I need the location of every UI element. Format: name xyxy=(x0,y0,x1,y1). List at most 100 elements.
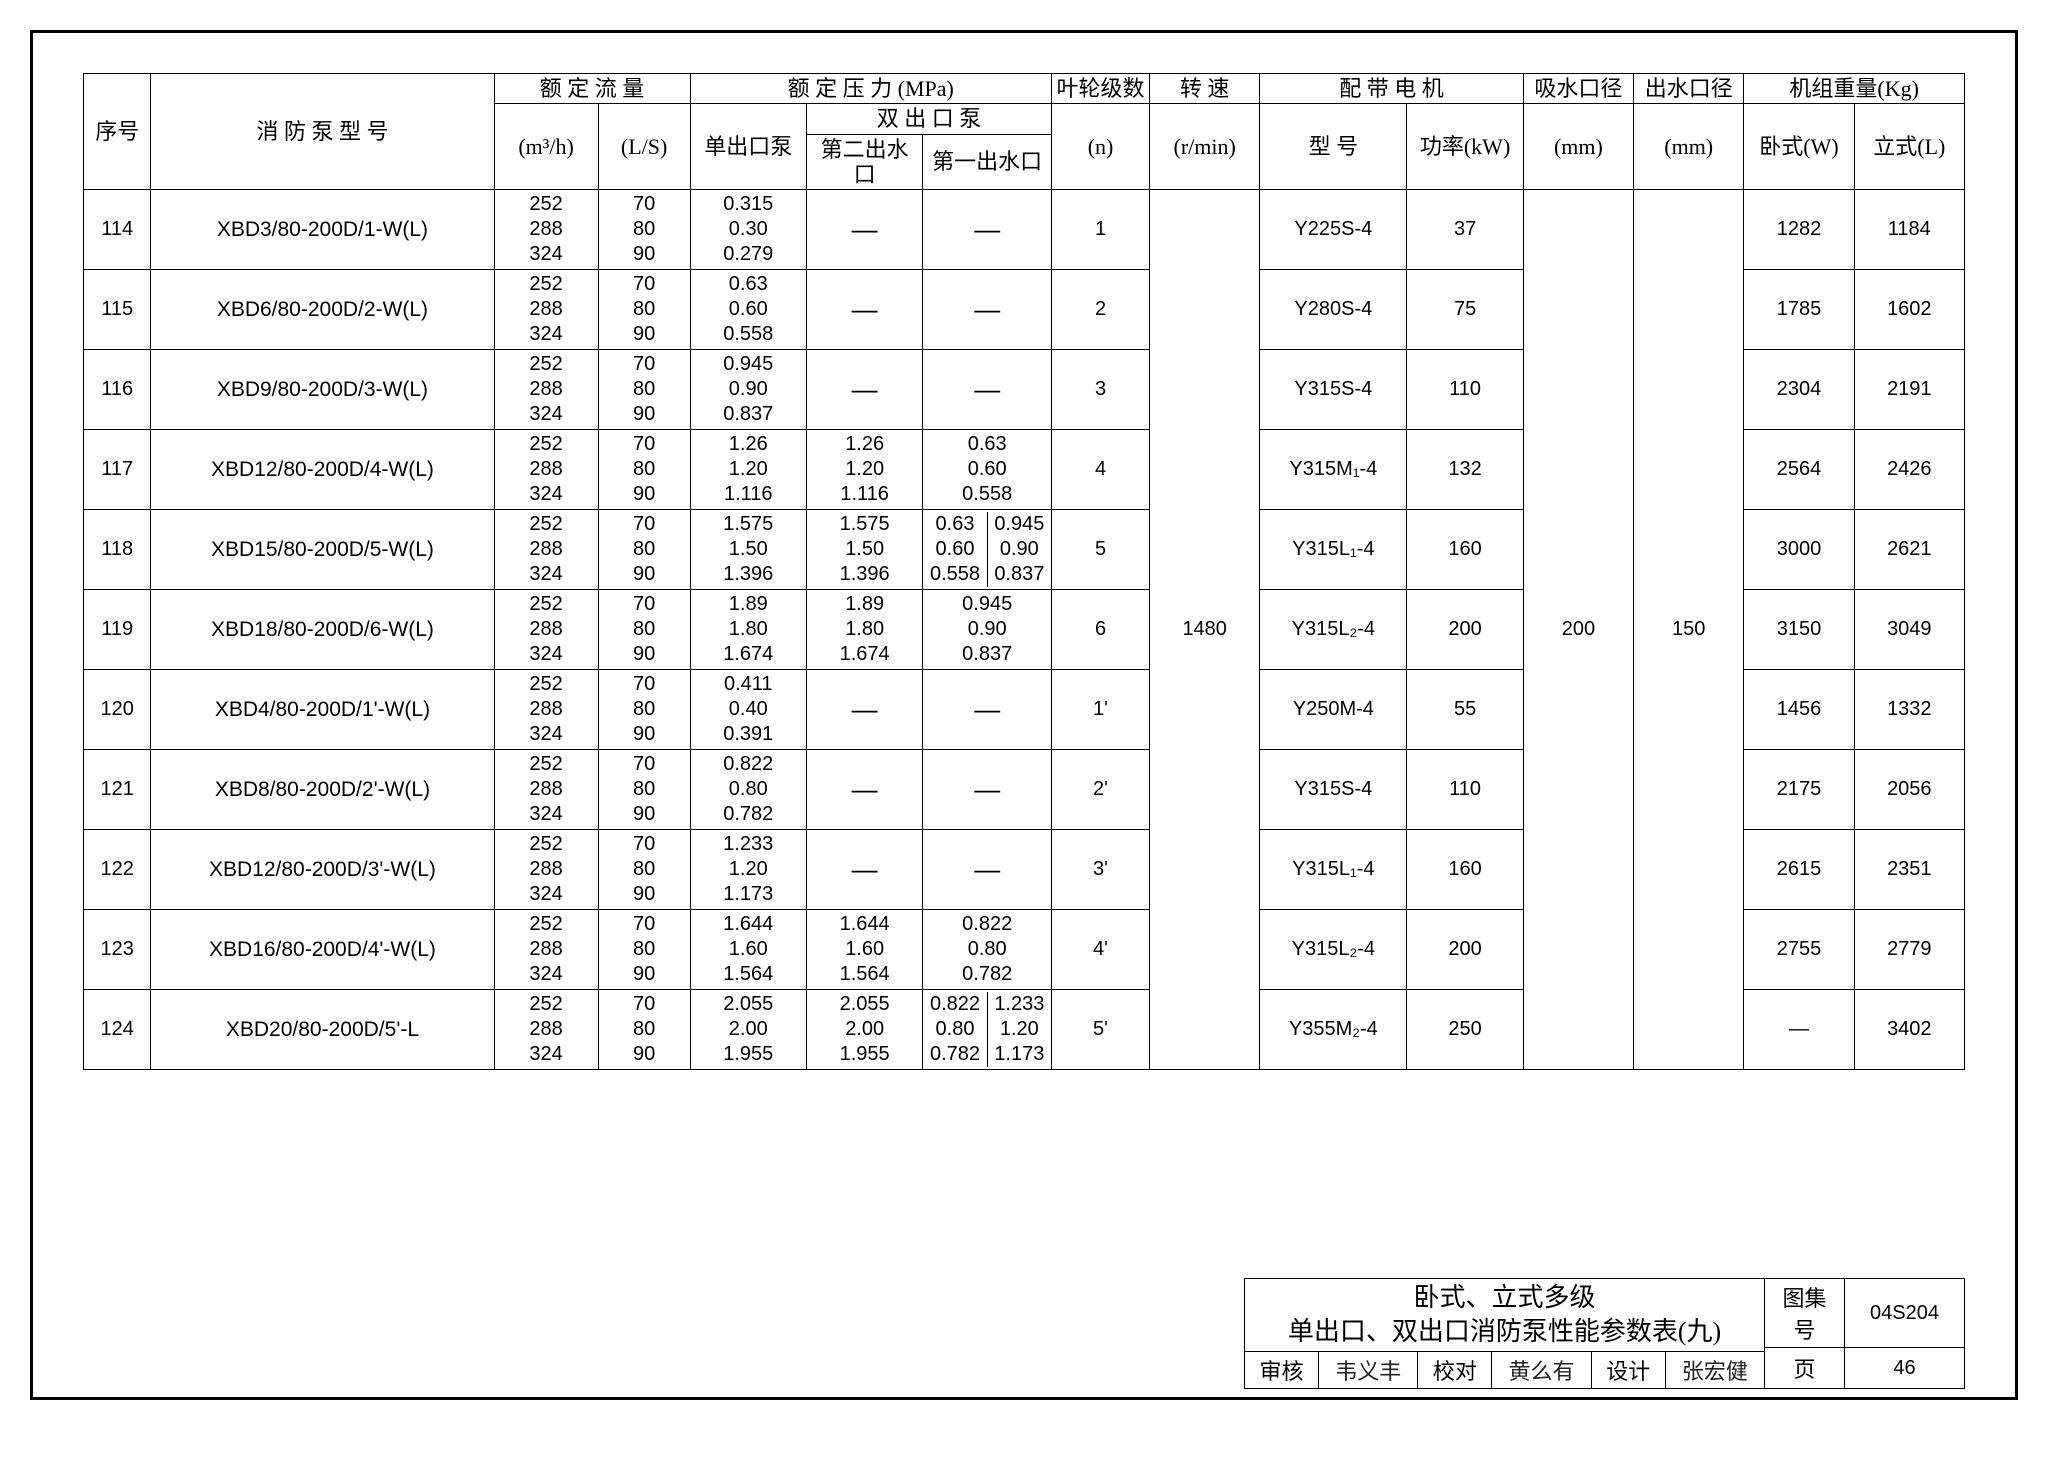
cell-pow: 200 xyxy=(1407,910,1523,990)
cell-m3h: 252288324 xyxy=(494,510,598,590)
hdr-stages: 叶轮级数 xyxy=(1052,74,1150,104)
cell-wh: 1282 xyxy=(1744,190,1854,270)
cell-ls: 708090 xyxy=(598,670,690,750)
cell-wv: 2351 xyxy=(1854,830,1964,910)
cell-ls: 708090 xyxy=(598,430,690,510)
cell-n: 4' xyxy=(1052,910,1150,990)
cell-seq: 121 xyxy=(84,750,151,830)
cell-n: 6 xyxy=(1052,590,1150,670)
hdr-flow: 额 定 流 量 xyxy=(494,74,690,104)
design-sig: 张宏健 xyxy=(1665,1352,1764,1389)
cell-d1: — xyxy=(923,270,1052,350)
cell-single: 2.0552.001.955 xyxy=(690,990,806,1070)
cell-motor: Y315L₂-4 xyxy=(1260,910,1407,990)
cell-single: 0.8220.800.782 xyxy=(690,750,806,830)
cell-model: XBD12/80-200D/3'-W(L) xyxy=(151,830,494,910)
cell-d1: 0.8220.800.782 xyxy=(923,910,1052,990)
cell-n: 5' xyxy=(1052,990,1150,1070)
cell-d2: — xyxy=(806,350,922,430)
hdr-single: 单出口泵 xyxy=(690,104,806,190)
cell-single: 1.891.801.674 xyxy=(690,590,806,670)
cell-n: 2 xyxy=(1052,270,1150,350)
cell-motor: Y280S-4 xyxy=(1260,270,1407,350)
hdr-motor-model: 型 号 xyxy=(1260,104,1407,190)
cell-ls: 708090 xyxy=(598,350,690,430)
cell-motor: Y250M-4 xyxy=(1260,670,1407,750)
cell-wv: 2779 xyxy=(1854,910,1964,990)
cell-seq: 124 xyxy=(84,990,151,1070)
cell-d2: 1.5751.501.396 xyxy=(806,510,922,590)
cell-ls: 708090 xyxy=(598,590,690,670)
hdr-outlet-u: (mm) xyxy=(1634,104,1744,190)
cell-pow: 160 xyxy=(1407,510,1523,590)
hdr-d2: 第二出水口 xyxy=(806,134,922,190)
cell-d2: — xyxy=(806,750,922,830)
cell-wh: 1456 xyxy=(1744,670,1854,750)
cell-m3h: 252288324 xyxy=(494,990,598,1070)
cell-single: 0.630.600.558 xyxy=(690,270,806,350)
hdr-model: 消 防 泵 型 号 xyxy=(151,74,494,190)
cell-seq: 122 xyxy=(84,830,151,910)
pump-spec-table: 序号 消 防 泵 型 号 额 定 流 量 额 定 压 力 (MPa) 叶轮级数 … xyxy=(83,73,1965,1070)
hdr-n: (n) xyxy=(1052,104,1150,190)
check-label: 校对 xyxy=(1418,1352,1492,1389)
cell-model: XBD8/80-200D/2'-W(L) xyxy=(151,750,494,830)
cell-single: 0.9450.900.837 xyxy=(690,350,806,430)
cell-d1: 0.630.600.558 xyxy=(923,430,1052,510)
cell-d1: — xyxy=(923,350,1052,430)
cell-motor: Y315M₁-4 xyxy=(1260,430,1407,510)
cell-d2: 2.0552.001.955 xyxy=(806,990,922,1070)
cell-pow: 37 xyxy=(1407,190,1523,270)
cell-model: XBD20/80-200D/5'-L xyxy=(151,990,494,1070)
cell-d2: — xyxy=(806,190,922,270)
cell-m3h: 252288324 xyxy=(494,430,598,510)
cell-seq: 114 xyxy=(84,190,151,270)
cell-d2: 1.891.801.674 xyxy=(806,590,922,670)
cell-model: XBD12/80-200D/4-W(L) xyxy=(151,430,494,510)
cell-d2: — xyxy=(806,670,922,750)
atlas-no: 04S204 xyxy=(1845,1279,1965,1348)
cell-wh: 3150 xyxy=(1744,590,1854,670)
cell-n: 1 xyxy=(1052,190,1150,270)
cell-d2: — xyxy=(806,270,922,350)
cell-wv: 2056 xyxy=(1854,750,1964,830)
cell-d2: 1.261.201.116 xyxy=(806,430,922,510)
cell-seq: 116 xyxy=(84,350,151,430)
cell-m3h: 252288324 xyxy=(494,750,598,830)
cell-wh: — xyxy=(1744,990,1854,1070)
cell-model: XBD6/80-200D/2-W(L) xyxy=(151,270,494,350)
cell-d1: 0.9450.900.837 xyxy=(923,590,1052,670)
cell-suction: 200 xyxy=(1523,190,1633,1070)
cell-pow: 75 xyxy=(1407,270,1523,350)
cell-m3h: 252288324 xyxy=(494,350,598,430)
cell-m3h: 252288324 xyxy=(494,190,598,270)
cell-wv: 1332 xyxy=(1854,670,1964,750)
cell-motor: Y315L₁-4 xyxy=(1260,830,1407,910)
hdr-seq: 序号 xyxy=(84,74,151,190)
cell-d1: 0.630.600.5580.9450.900.837 xyxy=(923,510,1052,590)
cell-single: 0.4110.400.391 xyxy=(690,670,806,750)
cell-model: XBD18/80-200D/6-W(L) xyxy=(151,590,494,670)
design-label: 设计 xyxy=(1591,1352,1665,1389)
cell-motor: Y315L₁-4 xyxy=(1260,510,1407,590)
doc-title: 卧式、立式多级 单出口、双出口消防泵性能参数表(九) xyxy=(1245,1279,1765,1352)
cell-n: 5 xyxy=(1052,510,1150,590)
cell-n: 1' xyxy=(1052,670,1150,750)
cell-motor: Y355M₂-4 xyxy=(1260,990,1407,1070)
hdr-speed: 转 速 xyxy=(1150,74,1260,104)
title-l2: 单出口、双出口消防泵性能参数表(九) xyxy=(1288,1317,1721,1346)
cell-pow: 200 xyxy=(1407,590,1523,670)
cell-d2: — xyxy=(806,830,922,910)
cell-wv: 2426 xyxy=(1854,430,1964,510)
cell-n: 4 xyxy=(1052,430,1150,510)
cell-ls: 708090 xyxy=(598,190,690,270)
title-block: 卧式、立式多级 单出口、双出口消防泵性能参数表(九) 图集号 04S204 页 … xyxy=(1244,1278,1965,1389)
cell-pow: 160 xyxy=(1407,830,1523,910)
hdr-double: 双 出 口 泵 xyxy=(806,104,1051,134)
cell-ls: 708090 xyxy=(598,510,690,590)
cell-d1: — xyxy=(923,830,1052,910)
cell-ls: 708090 xyxy=(598,990,690,1070)
cell-m3h: 252288324 xyxy=(494,670,598,750)
cell-m3h: 252288324 xyxy=(494,830,598,910)
cell-wv: 2191 xyxy=(1854,350,1964,430)
